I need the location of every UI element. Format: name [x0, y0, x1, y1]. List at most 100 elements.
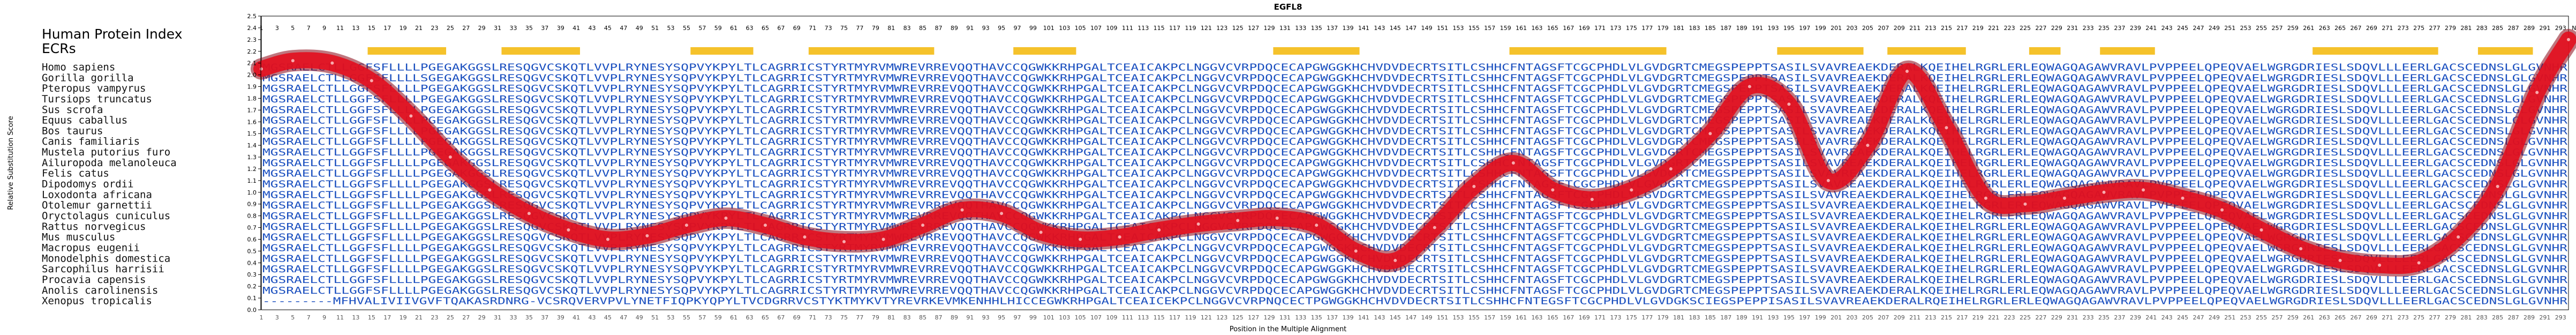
top-tick-label: 113 [1138, 25, 1149, 32]
sequence-rows: MGSRAELCTLLGGFSFLLLLPGEGAKGGSLRESQGVCSKQ… [262, 62, 2567, 307]
sequence-row: MGSRAELCTLLGGFSFLLLLPGEGAKGGSLRESQGVCSKQ… [262, 62, 2567, 73]
bottom-tick-label: 159 [1500, 314, 1511, 321]
bottom-tick-label: 213 [1925, 314, 1937, 321]
bottom-tick-label: 145 [1390, 314, 1401, 321]
top-tick-label: 149 [1421, 25, 1433, 32]
bottom-tick-label: 121 [1201, 314, 1212, 321]
y-axis: 0.0 0.1 0.2 0.3 0.4 0.5 0.6 0.7 0.8 0.9 1.0 1.1 1.2 1… [247, 13, 261, 314]
top-tick-label: 5 [291, 25, 295, 32]
top-tick-label: 71 [809, 25, 816, 32]
top-tick-label: 103 [1059, 25, 1070, 32]
score-point [842, 240, 846, 243]
top-tick-label: 193 [1767, 25, 1779, 32]
top-tick-label: 15 [368, 25, 375, 32]
score-point [606, 237, 609, 241]
bottom-tick-label: 187 [1720, 314, 1731, 321]
bottom-tick-label: 263 [2319, 314, 2330, 321]
score-point [330, 61, 334, 65]
score-point [291, 59, 295, 63]
top-tick-label: 93 [982, 25, 990, 32]
score-point [2567, 38, 2570, 41]
species-label: Homo sapiens [42, 61, 115, 73]
score-point [1984, 196, 1987, 200]
bottom-tick-label: 51 [651, 314, 659, 321]
top-tick-label: 183 [1689, 25, 1700, 32]
top-tick-label: 273 [2398, 25, 2409, 32]
bottom-tick-label: 191 [1752, 314, 1763, 321]
bottom-tick-label: 57 [698, 314, 706, 321]
top-tick-label: 69 [793, 25, 801, 32]
top-tick-label: 19 [400, 25, 407, 32]
bottom-tick-label: 269 [2366, 314, 2377, 321]
bottom-tick-label: 15 [368, 314, 375, 321]
score-point [1748, 85, 1751, 88]
top-tick-label: 153 [1452, 25, 1464, 32]
top-tick-label: 205 [1862, 25, 1873, 32]
top-tick-label: 213 [1925, 25, 1937, 32]
sequence-row: MGSRAELCTLLGGFSFLLLLPGEGAKGGSLRESQGVCSKQ… [262, 94, 2567, 105]
top-tick-label: 63 [746, 25, 754, 32]
top-tick-label: 35 [525, 25, 533, 32]
top-tick-label-end: N/A [2572, 25, 2576, 32]
top-tick-label: 209 [1894, 25, 1905, 32]
y-tick-label: 1.1 [247, 177, 257, 184]
species-label: Gorilla gorilla [42, 72, 134, 84]
score-point [1236, 219, 1240, 222]
top-tick-label: 89 [951, 25, 958, 32]
bottom-tick-label: 189 [1736, 314, 1748, 321]
top-tick-label: 7 [307, 25, 311, 32]
bottom-tick-label: 65 [762, 314, 769, 321]
score-point [1157, 228, 1161, 232]
bottom-tick-label: 13 [352, 314, 359, 321]
sequence-row: MGSRAELCTLLGGFSFLLLLPGEGAKGGSLRESQGVCSKQ… [262, 285, 2567, 296]
bottom-tick-label: 241 [2145, 314, 2157, 321]
top-tick-label: 265 [2334, 25, 2346, 32]
score-point [409, 114, 413, 118]
score-point [1275, 217, 1279, 220]
bottom-tick-label: 185 [1705, 314, 1716, 321]
ecr-region [808, 47, 935, 55]
top-tick-label: 29 [478, 25, 486, 32]
score-point [1826, 178, 1830, 182]
top-tick-label: 91 [966, 25, 974, 32]
top-tick-label: 97 [1013, 25, 1021, 32]
bottom-tick-label: 251 [2224, 314, 2235, 321]
top-tick-label: 229 [2051, 25, 2062, 32]
y-axis-label: Relative Substitution Score [7, 116, 15, 210]
ecr-region [2477, 47, 2533, 55]
top-tick-label: 51 [651, 25, 659, 32]
top-tick-label: 165 [1547, 25, 1558, 32]
top-tick-label: 161 [1516, 25, 1527, 32]
top-tick-label: 121 [1201, 25, 1212, 32]
top-tick-label: 101 [1043, 25, 1054, 32]
top-tick-label: 9 [322, 25, 326, 32]
y-tick-label: 0.4 [247, 259, 257, 266]
species-label: Pteropus vampyrus [42, 83, 146, 94]
y-tick-label: 1.2 [247, 166, 257, 173]
score-point [2535, 91, 2539, 94]
top-tick-label: 253 [2240, 25, 2251, 32]
bottom-tick-label: 289 [2524, 314, 2535, 321]
top-tick-label: 109 [1106, 25, 1117, 32]
top-tick-label: 131 [1279, 25, 1291, 32]
sequence-row: MGSRAELCTLLGGFSFLLLLPGEGAKGGSLRESQGVCSKQ… [262, 221, 2567, 233]
legend-human-protein-index: Human Protein Index [42, 26, 183, 42]
top-tick-label: 277 [2429, 25, 2441, 32]
bottom-tick-label: 147 [1405, 314, 1417, 321]
top-tick-label: 191 [1752, 25, 1763, 32]
top-tick-label: 61 [730, 25, 737, 32]
top-tick-label: 25 [447, 25, 454, 32]
bottom-tick-label: 229 [2051, 314, 2062, 321]
sequence-row: MGSRAELCTLLGGFSFLLLLPGEGAKGGSLRESQGVCSKQ… [262, 179, 2567, 190]
score-point [488, 188, 492, 192]
score-point [567, 228, 570, 232]
top-tick-label: 231 [2067, 25, 2078, 32]
score-point [2259, 228, 2263, 232]
bottom-tick-label: 69 [793, 314, 801, 321]
y-tick-label: 2.0 [247, 72, 257, 79]
top-tick-label: 177 [1641, 25, 1653, 32]
top-tick-label: 159 [1500, 25, 1511, 32]
top-tick-label: 73 [825, 25, 832, 32]
score-curve [251, 28, 2576, 277]
bottom-tick-label: 125 [1232, 314, 1244, 321]
